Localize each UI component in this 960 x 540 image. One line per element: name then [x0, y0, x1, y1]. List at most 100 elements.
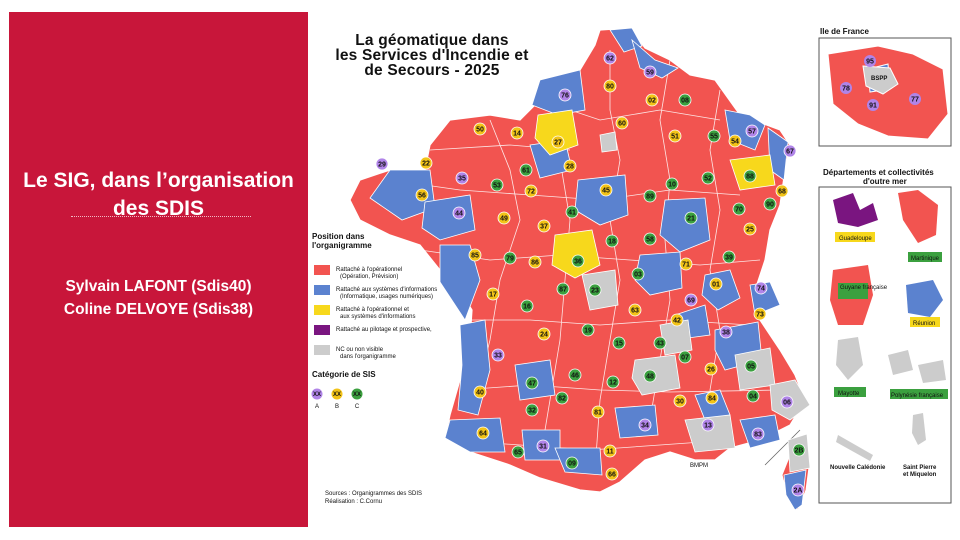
department-marker-69: 69: [684, 293, 698, 307]
department-code: 27: [554, 140, 562, 147]
department-marker-73: 73: [753, 307, 767, 321]
department-marker-88: 88: [743, 169, 757, 183]
department-marker-34: 34: [638, 418, 652, 432]
department-code: 71: [682, 262, 690, 269]
department-marker-71: 71: [679, 257, 693, 271]
legend-items: Rattaché à l'opérationnel(Opération, Pré…: [314, 265, 437, 360]
department-marker-89: 89: [643, 189, 657, 203]
department-code: 51: [671, 134, 679, 141]
department-code: 85: [471, 253, 479, 260]
department-code: 14: [513, 131, 521, 138]
department-code: 29: [378, 162, 386, 169]
department-marker-62: 62: [603, 51, 617, 65]
department-code: 81: [594, 410, 602, 417]
department-code: 08: [681, 98, 689, 105]
map-title-line-1: La géomatique dans: [355, 32, 509, 49]
map-title-line-3: de Secours - 2025: [364, 62, 500, 79]
legend-label: (Informatique, usages numériques): [340, 294, 433, 300]
martinique-shape: [898, 190, 938, 243]
department-code: 09: [568, 461, 576, 468]
department-code: 46: [571, 373, 579, 380]
department-marker-80: 80: [603, 79, 617, 93]
separator-line: [71, 216, 251, 217]
department-code: 32: [528, 408, 536, 415]
department-marker-40: 40: [473, 385, 487, 399]
idf-title: Ile de France: [820, 27, 869, 36]
outremer-title-line-2: d'outre mer: [863, 177, 907, 186]
department-marker-82: 82: [555, 391, 569, 405]
department-code: 83: [754, 432, 762, 439]
department-code: 13: [704, 423, 712, 430]
legend-swatch: [314, 305, 330, 315]
department-marker-52: 52: [701, 171, 715, 185]
department-marker-70: 70: [732, 202, 746, 216]
department-marker-29: 29: [375, 157, 389, 171]
department-marker-59: 59: [643, 65, 657, 79]
department-code: 04: [749, 394, 757, 401]
legend-label: Rattaché aux systèmes d'informations: [336, 287, 437, 293]
department-code: 64: [479, 431, 487, 438]
department-marker-25: 25: [743, 222, 757, 236]
department-marker-90: 90: [763, 197, 777, 211]
department-code: 31: [539, 444, 547, 451]
author-1: Sylvain LAFONT (Sdis40): [65, 278, 252, 295]
department-marker-30: 30: [673, 394, 687, 408]
category-swatch-b: [331, 388, 343, 400]
map-legend: Position dans l'organigramme Rattaché à …: [311, 232, 437, 505]
bspp-label: BSPP: [871, 76, 887, 82]
department-marker-66: 66: [605, 467, 619, 481]
department-code: 12: [609, 380, 617, 387]
legend-label: Rattaché à l'opérationnel et: [336, 307, 409, 313]
department-marker-55: 55: [707, 129, 721, 143]
department-marker-13: 13: [701, 418, 715, 432]
department-marker-21: 21: [684, 211, 698, 225]
legend-swatch: [314, 285, 330, 295]
department-marker-01: 01: [709, 277, 723, 291]
slide-subtitle: Le SIG, dans l’organisation des SDIS: [9, 167, 308, 223]
department-marker-56: 56: [415, 188, 429, 202]
department-marker-43: 43: [653, 336, 667, 350]
department-code: 72: [527, 189, 535, 196]
category-swatch-a: [311, 388, 323, 400]
nouvelle-caledonie-shape: [836, 435, 873, 461]
department-marker-22: 22: [419, 156, 433, 170]
guyane-label: Guyane française: [840, 285, 888, 291]
department-code: 65: [514, 450, 522, 457]
department-code: 73: [756, 312, 764, 319]
idf-code: 95: [866, 59, 874, 66]
department-marker-35: 35: [455, 171, 469, 185]
department-marker-17: 17: [486, 287, 500, 301]
department-marker-74: 74: [754, 281, 768, 295]
department-code: 47: [528, 381, 536, 388]
department-code: 18: [608, 239, 616, 246]
department-code: 86: [531, 260, 539, 267]
department-code: 49: [500, 216, 508, 223]
department-marker-39: 39: [722, 250, 736, 264]
department-code: 16: [523, 304, 531, 311]
department-code: 22: [422, 161, 430, 168]
department-marker-84: 84: [705, 391, 719, 405]
category-code: C: [355, 404, 360, 410]
map-title-line-2: les Services d'Incendie et: [335, 47, 529, 64]
polynesie-label: Polynésie française: [891, 393, 944, 399]
department-code: 11: [606, 449, 614, 456]
idf-marker-95: [864, 55, 876, 67]
outre-mer-inset: Départements et collectivités d'outre me…: [818, 168, 952, 504]
department-marker-12: 12: [606, 375, 620, 389]
department-code: 80: [606, 84, 614, 91]
department-marker-76: 76: [558, 88, 572, 102]
department-code: 60: [618, 121, 626, 128]
department-code: 87: [559, 287, 567, 294]
department-marker-72: 72: [524, 184, 538, 198]
department-code: 07: [681, 355, 689, 362]
department-code: 42: [673, 318, 681, 325]
department-code: 58: [646, 237, 654, 244]
mayotte-shape: [836, 337, 863, 380]
department-marker-02: 02: [645, 93, 659, 107]
idf-code: 91: [869, 103, 877, 110]
department-marker-47: 47: [525, 376, 539, 390]
idf-marker-78: [840, 82, 852, 94]
legend-label: dans l'organigramme: [340, 354, 397, 360]
department-marker-04: 04: [746, 389, 760, 403]
map-title: La géomatique dans les Services d'Incend…: [320, 32, 544, 79]
